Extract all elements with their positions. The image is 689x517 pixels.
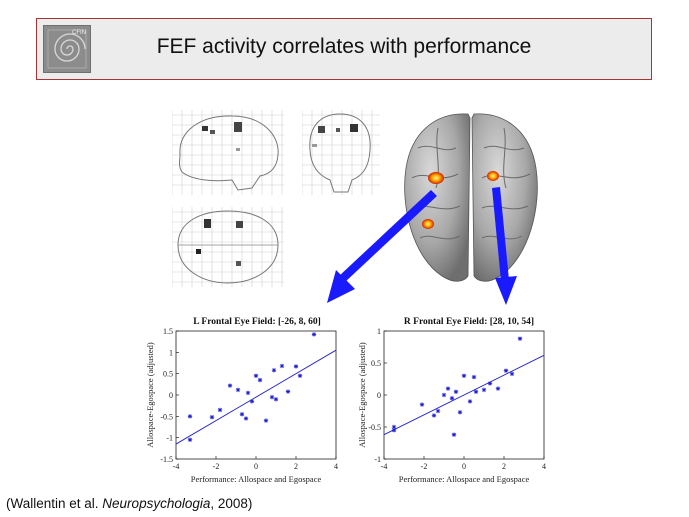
y-tick-label: -0.5: [368, 423, 381, 432]
data-point: [453, 389, 459, 394]
data-point: [245, 390, 251, 396]
data-point: [435, 408, 441, 414]
parietal-activation: [422, 219, 434, 229]
data-point: [187, 437, 193, 442]
data-point: [285, 389, 291, 394]
x-tick-label: 2: [502, 462, 506, 471]
data-point: [461, 373, 467, 378]
title-banner: CFIN FEF activity correlates with perfor…: [36, 18, 652, 80]
data-point: [227, 383, 233, 388]
x-tick-label: 2: [294, 462, 298, 471]
rendered-brain: [398, 108, 544, 291]
x-tick-label: -2: [213, 462, 220, 471]
data-point: [487, 381, 493, 386]
y-axis-label: Allospace-Egospace (adjusted): [357, 342, 367, 448]
data-point: [467, 399, 473, 404]
x-tick-label: 0: [462, 462, 466, 471]
data-point: [457, 410, 463, 415]
x-axis-label: Performance: Allospace and Egospace: [399, 474, 530, 484]
x-tick-label: 4: [542, 462, 546, 471]
data-point: [445, 386, 451, 391]
x-tick-label: 0: [254, 462, 258, 471]
data-point: [509, 371, 515, 377]
y-tick-label: 1: [169, 348, 173, 357]
citation: (Wallentin et al. Neuropsychologia, 2008…: [6, 496, 252, 511]
y-tick-label: 0.5: [163, 370, 173, 379]
left-fef-scatter-plot: L Frontal Eye Field: [-26, 8, 60] -4 -2 0 2…: [145, 317, 338, 484]
y-tick-label: -1.5: [160, 455, 173, 464]
data-point: [473, 389, 479, 394]
data-point: [235, 387, 241, 393]
data-point: [481, 387, 487, 393]
right-arrow-shaft: [492, 187, 509, 281]
cfin-logo: CFIN: [43, 25, 91, 73]
x-axis-label: Performance: Allospace and Egospace: [191, 474, 322, 484]
right-fef-scatter-plot: R Frontal Eye Field: [28, 10, 54] -4 -2 0 2…: [357, 317, 546, 484]
x-tick-label: -2: [421, 462, 428, 471]
data-point: [293, 364, 299, 369]
data-point: [279, 363, 285, 369]
data-point: [297, 373, 303, 378]
data-point: [249, 399, 255, 404]
data-point: [269, 394, 275, 400]
data-point: [257, 377, 263, 383]
y-tick-label: 0: [377, 391, 381, 400]
logo-text: CFIN: [72, 30, 86, 36]
page-title: FEF activity correlates with performance: [156, 35, 532, 58]
data-point: [431, 413, 437, 418]
y-tick-label: -0.5: [160, 412, 173, 421]
data-point: [449, 396, 455, 401]
right-fef-activation: [487, 171, 499, 181]
data-point: [451, 432, 457, 437]
left-arrow-shaft: [338, 190, 437, 283]
data-point: [471, 374, 477, 380]
data-point: [419, 402, 425, 407]
data-point: [441, 392, 447, 398]
y-axis-label: Allospace-Egospace (adjusted): [145, 342, 155, 448]
regression-line: [175, 349, 337, 445]
glass-brain-coronal: [302, 110, 380, 195]
plot-frame: [175, 330, 337, 460]
y-tick-label: 1.5: [163, 327, 173, 336]
data-point: [187, 414, 193, 419]
chart-title: R Frontal Eye Field: [28, 10, 54]: [404, 317, 534, 327]
chart-title: L Frontal Eye Field: [-26, 8, 60]: [193, 317, 321, 327]
data-point: [391, 428, 397, 433]
data-point: [503, 368, 509, 373]
citation-prefix: (Wallentin et al.: [6, 496, 103, 511]
left-arrow-head-icon: [327, 270, 355, 303]
data-point: [217, 407, 223, 413]
y-tick-label: -1: [166, 434, 173, 443]
regression-line: [383, 354, 545, 436]
glass-brain-axial: [172, 207, 284, 287]
citation-suffix: , 2008): [210, 496, 253, 511]
data-point: [273, 397, 279, 402]
data-point: [243, 416, 249, 421]
glass-brain-sagittal: [172, 110, 284, 195]
data-point: [253, 373, 259, 378]
data-point: [263, 418, 269, 423]
y-tick-label: 0.5: [371, 359, 381, 368]
y-tick-label: 1: [377, 327, 381, 336]
spiral-logo-icon: [44, 26, 90, 72]
x-tick-label: 4: [334, 462, 338, 471]
x-tick-label: -4: [381, 462, 388, 471]
data-point: [495, 386, 501, 391]
data-point: [239, 412, 245, 417]
data-point: [311, 332, 317, 337]
y-tick-label: 0: [169, 391, 173, 400]
left-fef-activation: [428, 172, 444, 184]
data-point: [391, 424, 397, 430]
citation-journal: Neuropsychologia: [102, 496, 211, 511]
data-point: [271, 368, 277, 373]
y-tick-label: -1: [374, 455, 381, 464]
right-arrow-head-icon: [495, 276, 517, 305]
data-point: [517, 336, 523, 341]
data-point: [209, 414, 215, 420]
x-tick-label: -4: [173, 462, 180, 471]
